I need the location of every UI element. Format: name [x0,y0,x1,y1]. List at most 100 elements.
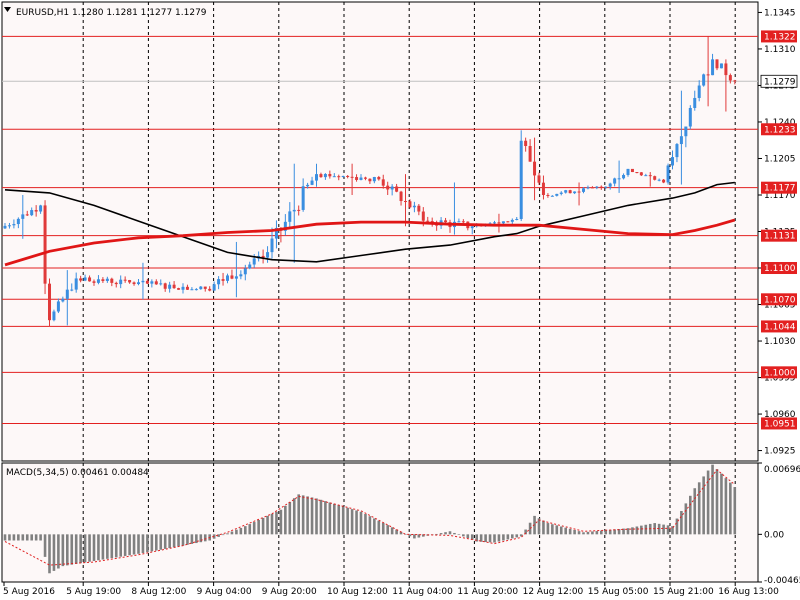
candle-body [613,178,617,184]
macd-bar [119,534,122,557]
price-level-badge [761,123,797,136]
macd-bar [497,534,501,542]
macd-bar [439,533,443,535]
macd-bar [235,529,238,535]
candle-body [172,284,176,289]
macd-bar [199,534,203,543]
time-tick-label: 5 Aug 2016 [3,587,55,597]
macd-bar [502,534,505,541]
macd-bar [604,530,608,535]
candle-body [541,182,545,195]
macd-bar [355,510,358,535]
macd-bar [270,513,274,535]
macd-bar [444,532,447,535]
candle-body [16,218,20,225]
macd-bar [479,534,483,542]
macd-bar [390,527,394,535]
macd-tick-label: 0.00696 [764,465,800,475]
candle-body [105,278,109,282]
candle-body [733,80,737,82]
macd-bar [123,534,127,556]
macd-bar [435,533,438,535]
candle-body [688,107,692,127]
macd-bar [519,534,523,537]
candle-body [412,205,416,208]
macd-bar [475,534,478,542]
candle-body [141,280,145,283]
candle-body [662,179,666,183]
time-tick-label: 9 Aug 04:00 [197,587,252,597]
time-tick-label: 15 Aug 05:00 [588,587,649,597]
macd-bar [346,507,349,535]
macd-bar [564,527,567,535]
macd-bar [324,501,327,535]
candle-body [501,221,505,224]
price-tick-label: 1.0995 [764,374,796,384]
candle-body [110,278,114,283]
macd-bar [408,534,412,537]
dropdown-triangle-icon[interactable] [4,7,11,12]
candle-body [239,274,243,277]
ma-slow-line [4,218,736,267]
macd-bar [110,534,114,559]
macd-bar [613,529,616,535]
macd-bar [537,518,541,535]
macd-bar [689,495,692,535]
candle-body [444,220,448,223]
macd-bar [297,494,300,535]
candle-body [159,283,163,285]
candle-body [101,279,105,282]
price-level-label: 1.1131 [764,232,796,242]
macd-bar [172,534,176,548]
candle-body [666,165,670,183]
candle-body [528,146,532,162]
macd-bar [395,529,398,535]
macd-bar [315,498,318,535]
candle-body [43,205,47,284]
candle-body [128,280,132,283]
candle-body [390,186,394,190]
candle-body [203,286,207,289]
candle-body [30,210,34,216]
candle-body [137,282,140,285]
candle-body [657,179,661,181]
macd-bar [559,526,563,535]
candle-body [399,191,403,202]
macd-bar [132,534,136,555]
time-tick-label: 9 Aug 20:00 [262,587,317,597]
macd-bar [12,534,16,541]
price-level-label: 1.1322 [764,32,796,42]
macd-bar [190,534,194,544]
candle-body [719,63,723,69]
candle-body [515,218,519,220]
macd-bar [30,534,33,541]
macd-bar [284,505,287,535]
price-level-label: 1.0951 [764,419,796,429]
macd-bar [533,515,536,535]
candle-body [194,289,198,291]
price-tick-label: 1.1065 [764,301,796,311]
macd-bar [706,470,710,535]
macd-bar [582,532,585,535]
macd-bar [70,534,74,565]
candle-body [617,178,621,180]
main-plot-bg [1,1,759,462]
time-tick-label: 11 Aug 20:00 [457,587,518,597]
macd-bar [261,517,265,535]
candle-body [168,284,172,289]
macd-bar [181,534,185,546]
time-tick-label: 12 Aug 12:00 [523,587,584,597]
price-tick-label: 1.1030 [764,337,796,347]
candle-body [199,286,203,290]
macd-bar [635,526,639,535]
macd-bar [195,534,198,544]
macd-bar [74,534,78,564]
macd-bar [617,529,621,535]
candle-body [48,283,51,321]
macd-bar [697,482,701,535]
candle-body [386,185,390,190]
macd-bar [34,534,38,541]
candle-body [283,221,287,231]
candle-body [92,281,96,283]
